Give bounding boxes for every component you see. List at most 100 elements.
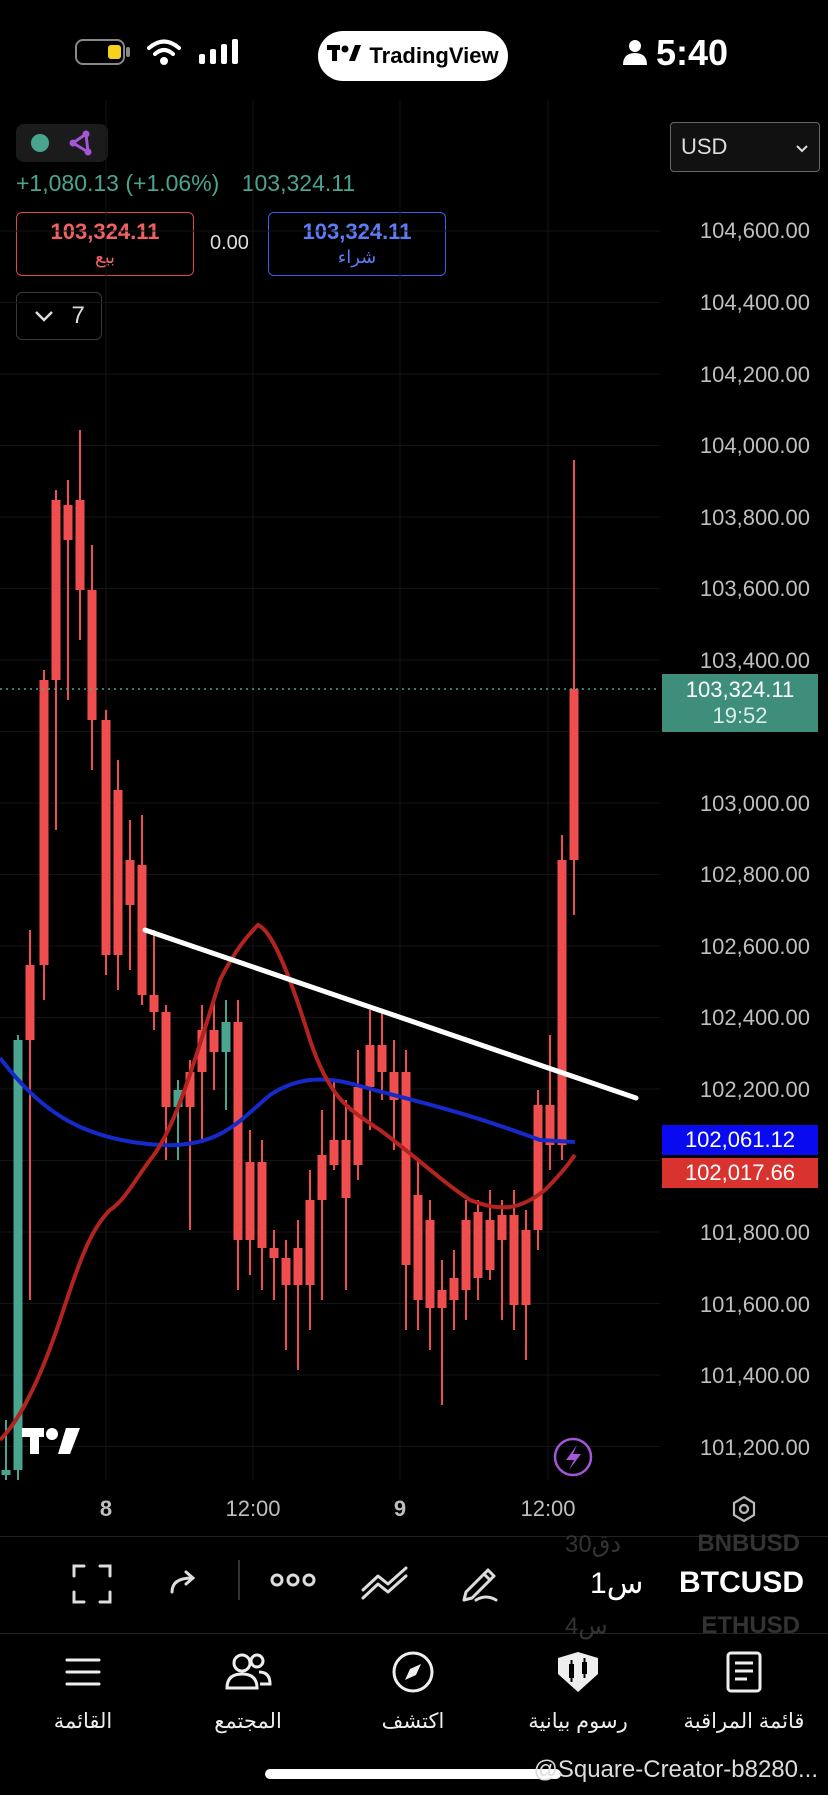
candle-body [39, 680, 49, 965]
indicators-icon[interactable] [360, 1562, 410, 1607]
candle-body [461, 1220, 471, 1290]
candle-body [521, 1230, 531, 1305]
price-axis-label: 102,200.00 [699, 1077, 810, 1102]
redo-icon[interactable] [166, 1566, 202, 1607]
menu-icon [63, 1658, 103, 1698]
candle-body [437, 1290, 447, 1308]
candle-body [341, 1140, 351, 1198]
time-axis-label: 12:00 [520, 1496, 576, 1521]
network-icon [68, 130, 94, 161]
candle-body [173, 1090, 183, 1107]
indicator-count: 7 [71, 302, 85, 329]
status-clock: 5:40 [622, 32, 728, 74]
clock-time: 5:40 [655, 32, 728, 73]
symbol-previous[interactable]: BNBUSD [697, 1530, 800, 1557]
candle-body [185, 1072, 195, 1107]
candle-body [221, 1022, 231, 1052]
price-axis-label: 104,200.00 [699, 362, 810, 387]
candle-body [293, 1248, 303, 1285]
candle-body [233, 1022, 243, 1240]
nav-charts-label: رسوم بيانية [528, 1710, 628, 1733]
price-axis-label: 102,600.00 [699, 934, 810, 959]
candlesticks [1, 430, 579, 1480]
candle-body [377, 1045, 387, 1072]
candle-body [281, 1258, 291, 1285]
chevron-down-icon [33, 302, 55, 330]
candle-body [269, 1248, 279, 1258]
last-price-tag: 103,324.11 19:52 [662, 674, 818, 732]
battery-icon [75, 39, 131, 70]
candle-body [305, 1200, 315, 1285]
currency-value: USD [681, 134, 728, 159]
price-axis-label: 104,400.00 [699, 290, 810, 315]
candle-body [413, 1195, 423, 1300]
candle-body [497, 1215, 507, 1240]
toolbar-divider [238, 1560, 240, 1600]
candle-body [245, 1162, 255, 1240]
ma-red-tag: 102,017.66 [662, 1158, 818, 1188]
symbol-selector[interactable]: BTCUSD [679, 1566, 804, 1599]
charts-icon [554, 1652, 602, 1698]
more-icon[interactable] [270, 1570, 316, 1595]
chart-grid [0, 100, 660, 1480]
nav-explore-label: اكتشف [381, 1710, 445, 1733]
home-indicator[interactable] [265, 1769, 561, 1779]
indicators-toggle[interactable]: 7 [16, 292, 102, 340]
candle-body [137, 865, 147, 995]
buy-label: شراء [337, 247, 377, 267]
candle-body [317, 1155, 327, 1200]
market-open-icon [30, 133, 50, 158]
tradingview-logo-icon [327, 43, 362, 69]
candle-body [425, 1220, 435, 1308]
candle-body [365, 1045, 375, 1087]
price-axis-label: 104,000.00 [699, 433, 810, 458]
candle-body [569, 689, 579, 860]
app-badge[interactable]: TradingView [318, 31, 508, 81]
currency-select[interactable]: USD [670, 122, 820, 172]
nav-menu[interactable]: القائمة [3, 1650, 163, 1734]
candle-body [161, 1012, 171, 1107]
price-chart[interactable] [0, 100, 828, 1490]
lightning-icon[interactable] [553, 1437, 593, 1477]
last-price-header: 103,324.11 [241, 170, 356, 196]
chevron-down-icon [795, 134, 809, 160]
sell-label: بيع [94, 247, 116, 267]
candle-body [509, 1215, 519, 1305]
last-price-tag-value: 103,324.11 [685, 677, 795, 702]
nav-menu-label: القائمة [53, 1710, 113, 1733]
nav-community[interactable]: المجتمع [168, 1650, 328, 1734]
nav-watchlist[interactable]: قائمة المراقبة [664, 1650, 824, 1734]
candle-body [209, 1030, 219, 1052]
nav-explore[interactable]: اكتشف [333, 1650, 493, 1734]
price-axis-label: 102,800.00 [699, 862, 810, 887]
drawing-pen-icon[interactable] [456, 1560, 500, 1609]
candle-body [197, 1030, 207, 1072]
countdown-timer: 19:52 [712, 703, 768, 728]
candle-body [473, 1212, 483, 1278]
price-change-line: +1,080.13 (+1.06%) 103,324.11 [16, 170, 371, 197]
trendline [142, 927, 639, 1101]
interval-selector[interactable]: 1س [590, 1567, 644, 1600]
candle-body [545, 1105, 555, 1145]
signal-icon [197, 38, 241, 71]
candle-body [389, 1072, 399, 1100]
candle-body [401, 1072, 411, 1265]
nav-charts[interactable]: رسوم بيانية [498, 1650, 658, 1734]
app-badge-label: TradingView [369, 43, 499, 68]
candle-body [51, 500, 61, 680]
interval-previous[interactable]: 30دق [565, 1531, 622, 1558]
candle-body [25, 965, 35, 1040]
interval-next[interactable]: 4س [565, 1613, 608, 1640]
candle-body [329, 1140, 339, 1165]
chart-status-indicators[interactable] [16, 124, 108, 162]
candle-body [13, 1040, 23, 1470]
symbol-next[interactable]: ETHUSD [701, 1612, 800, 1639]
status-icons [75, 38, 241, 71]
candle-body [87, 590, 97, 720]
settings-hexagon-icon[interactable] [730, 1495, 758, 1528]
price-axis-label: 102,400.00 [699, 1005, 810, 1030]
candle-body [113, 790, 123, 955]
price-change: +1,080.13 (+1.06%) [16, 170, 220, 196]
candle-body [257, 1162, 267, 1248]
fullscreen-icon[interactable] [70, 1562, 114, 1611]
